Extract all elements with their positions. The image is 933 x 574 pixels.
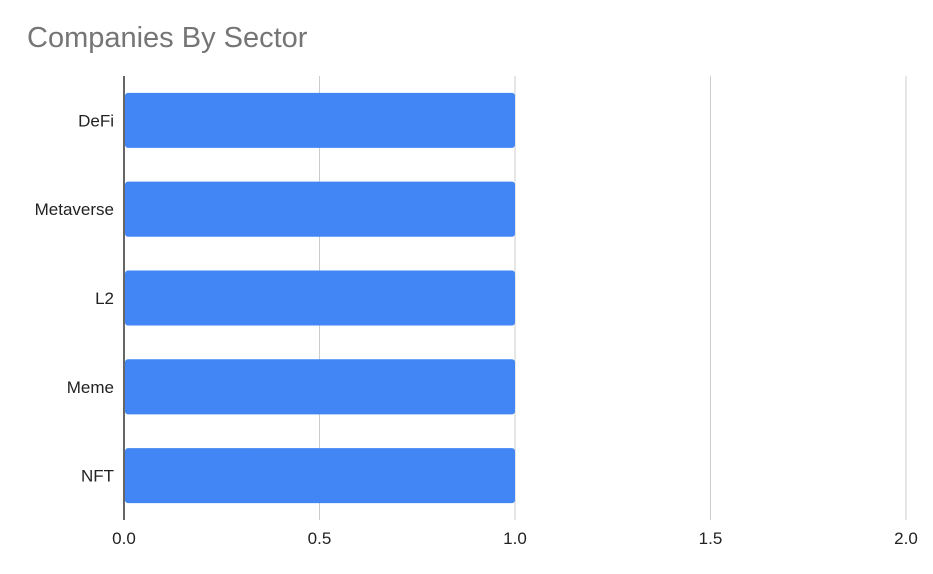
category-label: Metaverse: [35, 200, 114, 219]
bar-defi: [125, 92, 515, 148]
x-tick-label: 0.0: [112, 529, 136, 548]
x-tick-label: 1.0: [503, 529, 527, 548]
x-tick-label: 0.5: [308, 529, 332, 548]
category-label: NFT: [81, 467, 114, 486]
category-label: Meme: [67, 378, 114, 397]
chart-title: Companies By Sector: [27, 22, 308, 54]
x-tick-label: 2.0: [894, 529, 918, 548]
category-label: DeFi: [78, 111, 114, 130]
x-tick-labels: 0.0 0.5 1.0 1.5 2.0: [112, 529, 918, 548]
category-labels: DeFi Metaverse L2 Meme NFT: [35, 111, 114, 485]
bar-l2: [125, 270, 515, 326]
category-label: L2: [95, 289, 114, 308]
bars: [125, 92, 515, 504]
bar-metaverse: [125, 181, 515, 237]
x-tick-label: 1.5: [699, 529, 723, 548]
bar-nft: [125, 448, 515, 504]
bar-meme: [125, 359, 515, 415]
